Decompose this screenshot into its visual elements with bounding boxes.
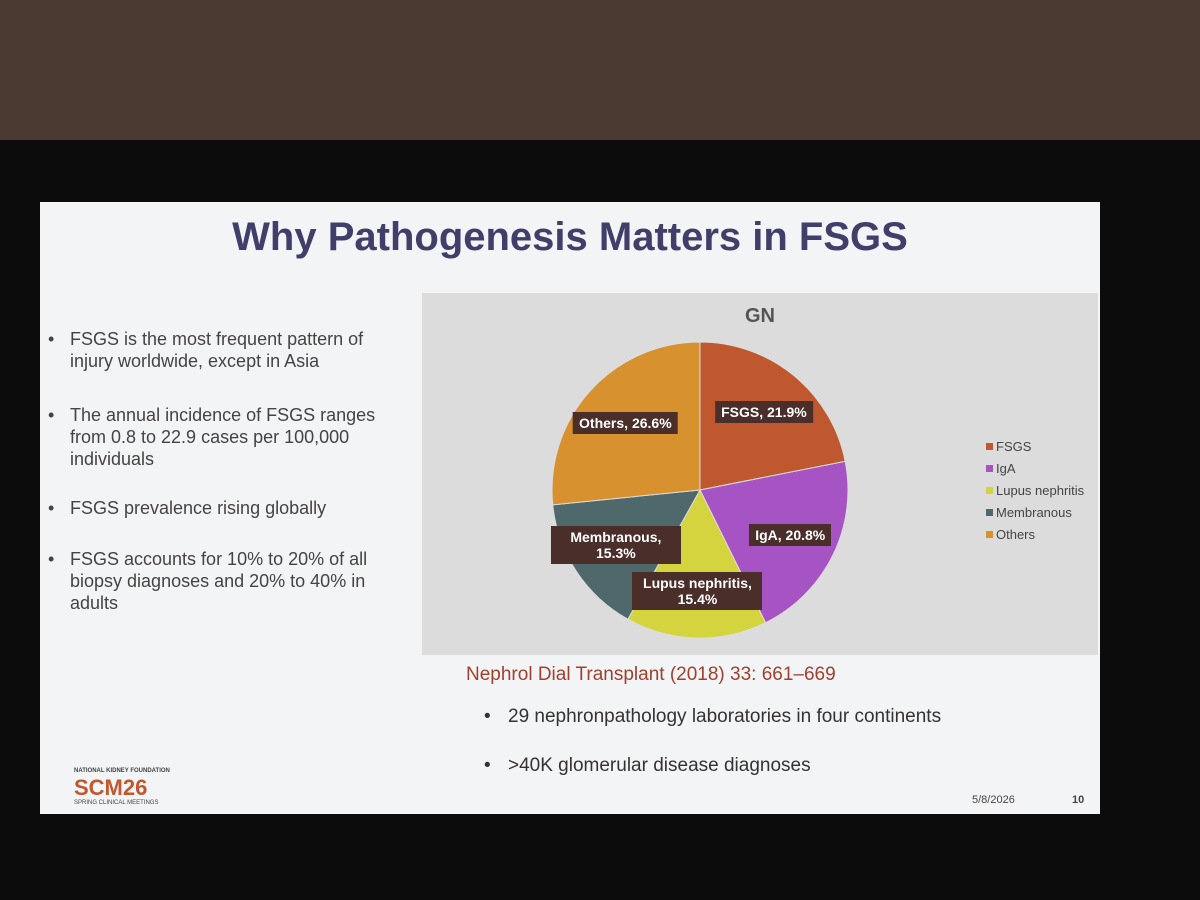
bullet: FSGS is the most frequent pattern of inj… <box>48 328 410 372</box>
legend-swatch <box>986 509 993 516</box>
data-label: Lupus nephritis, 15.4% <box>632 571 763 610</box>
slide-title: Why Pathogenesis Matters in FSGS <box>232 215 908 259</box>
point: >40K glomerular disease diagnoses <box>484 755 811 777</box>
wall <box>0 0 1200 140</box>
page-number: 10 <box>1072 794 1085 806</box>
point: 29 nephronpathology laboratories in four… <box>484 706 941 728</box>
legend-swatch <box>986 487 993 494</box>
legend-swatch <box>986 531 993 538</box>
citation: Nephrol Dial Transplant (2018) 33: 661–6… <box>466 664 836 685</box>
date: 5/8/2026 <box>972 794 1015 806</box>
data-label: FSGS, 21.9% <box>715 401 813 424</box>
logo-sub: SPRING CLINICAL MEETINGS <box>74 800 159 806</box>
legend-entry: Membranous <box>996 505 1072 520</box>
legend-entry: IgA <box>996 461 1016 476</box>
data-label: IgA, 20.8% <box>749 523 832 546</box>
chart-title: GN <box>745 305 775 327</box>
legend-entry: Others <box>996 527 1036 542</box>
data-label: Membranous, 15.3% <box>550 526 681 565</box>
legend-entry: FSGS <box>996 439 1032 454</box>
bullet: The annual incidence of FSGS ranges from… <box>48 404 410 470</box>
legend-swatch <box>986 443 993 450</box>
logo-org: NATIONAL KIDNEY FOUNDATION <box>74 768 170 774</box>
bullet: FSGS prevalence rising globally <box>48 497 410 519</box>
legend-swatch <box>986 465 993 472</box>
bullet: FSGS accounts for 10% to 20% of all biop… <box>48 548 410 614</box>
legend-entry: Lupus nephritis <box>996 483 1085 498</box>
logo: SCM26 <box>74 775 148 800</box>
data-label: Others, 26.6% <box>573 411 678 434</box>
